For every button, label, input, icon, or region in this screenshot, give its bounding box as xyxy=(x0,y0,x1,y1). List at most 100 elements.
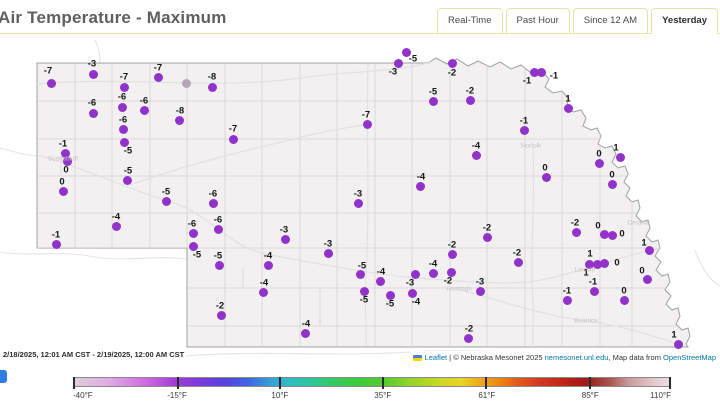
station-dot[interactable] xyxy=(119,137,129,147)
station-dot[interactable] xyxy=(258,287,268,297)
tab-past-hour[interactable]: Past Hour xyxy=(505,8,570,34)
station-dot[interactable] xyxy=(642,274,652,284)
leaflet-flag-icon xyxy=(412,354,422,361)
station-value-label: -5 xyxy=(359,294,369,306)
station-dot[interactable] xyxy=(88,108,98,118)
station-dot[interactable] xyxy=(465,95,475,105)
tab-real-time[interactable]: Real-Time xyxy=(437,8,503,34)
station-dot[interactable] xyxy=(88,69,98,79)
station-dot[interactable] xyxy=(117,102,127,112)
station-dot[interactable] xyxy=(111,221,121,231)
station-dot[interactable] xyxy=(562,295,572,305)
station-dot[interactable] xyxy=(571,227,581,237)
station-dot[interactable] xyxy=(51,239,61,249)
station-dot[interactable] xyxy=(415,181,425,191)
station-dot[interactable] xyxy=(263,260,273,270)
station-dot[interactable] xyxy=(407,288,417,298)
station-dot[interactable] xyxy=(541,172,551,182)
station-dot[interactable] xyxy=(584,259,594,269)
station-dot[interactable] xyxy=(482,232,492,242)
legend-tick-label: 10°F xyxy=(271,391,289,400)
station-dot[interactable] xyxy=(375,276,385,286)
station-dot[interactable] xyxy=(519,125,529,135)
station-dot[interactable] xyxy=(46,78,56,88)
station-dot[interactable] xyxy=(60,148,70,158)
station-dot[interactable] xyxy=(353,198,363,208)
station-value-label: -4 xyxy=(416,171,426,183)
openstreetmap-link[interactable]: OpenStreetMap xyxy=(663,353,716,362)
station-dot[interactable] xyxy=(207,82,217,92)
tab-yesterday[interactable]: Yesterday xyxy=(651,8,718,34)
station-dot[interactable] xyxy=(323,248,333,258)
station-value-label: 1 xyxy=(641,237,647,249)
station-dot[interactable] xyxy=(280,234,290,244)
station-dot[interactable] xyxy=(475,286,485,296)
station-value-label: -8 xyxy=(175,105,185,117)
station-dot[interactable] xyxy=(188,241,198,251)
station-dot[interactable] xyxy=(300,328,310,338)
station-dot[interactable] xyxy=(513,257,523,267)
station-value-label: -2 xyxy=(447,67,457,79)
station-dot[interactable] xyxy=(599,229,609,239)
station-value-label: -3 xyxy=(475,276,485,288)
station-value-label: -2 xyxy=(512,247,522,259)
station-dot[interactable] xyxy=(362,119,372,129)
station-dot[interactable] xyxy=(228,134,238,144)
station-dot[interactable] xyxy=(153,72,163,82)
legend-tick xyxy=(485,377,488,389)
station-value-label: -6 xyxy=(208,188,218,200)
station-dot[interactable] xyxy=(447,249,457,259)
station-dot[interactable] xyxy=(599,258,609,268)
station-dot[interactable] xyxy=(216,310,226,320)
station-dot[interactable] xyxy=(174,115,184,125)
legend-gradient-bar xyxy=(73,377,671,389)
station-dot[interactable] xyxy=(563,103,573,113)
station-dot[interactable] xyxy=(589,286,599,296)
station-dot[interactable] xyxy=(607,230,617,240)
station-dot[interactable] xyxy=(393,58,403,68)
station-dot[interactable] xyxy=(119,82,129,92)
station-dot[interactable] xyxy=(446,267,456,277)
leaflet-link[interactable]: Leaflet xyxy=(424,353,448,362)
station-dot[interactable] xyxy=(410,269,420,279)
station-dot[interactable] xyxy=(428,96,438,106)
station-dot[interactable] xyxy=(447,58,457,68)
station-dot[interactable] xyxy=(401,47,411,57)
station-dot[interactable] xyxy=(139,105,149,115)
station-dot[interactable] xyxy=(615,152,625,162)
station-dot[interactable] xyxy=(208,198,218,208)
station-value-label: -6 xyxy=(118,114,128,126)
station-dot[interactable] xyxy=(359,286,369,296)
station-dot[interactable] xyxy=(619,295,629,305)
station-dot[interactable] xyxy=(673,339,683,349)
station-dot[interactable] xyxy=(594,158,604,168)
station-value-label: -4 xyxy=(263,250,273,262)
station-value-label: -1 xyxy=(519,115,529,127)
station-dot[interactable] xyxy=(62,156,72,166)
station-dot[interactable] xyxy=(118,124,128,134)
station-dot[interactable] xyxy=(355,269,365,279)
header-divider xyxy=(0,33,720,34)
station-dot[interactable] xyxy=(463,333,473,343)
station-dot[interactable] xyxy=(592,259,602,269)
legend-tick-label: 35°F xyxy=(374,391,392,400)
station-dot[interactable] xyxy=(188,228,198,238)
station-dot[interactable] xyxy=(181,78,191,88)
station-dot[interactable] xyxy=(529,67,539,77)
station-value-label: 1 xyxy=(671,329,677,341)
station-dot[interactable] xyxy=(428,268,438,278)
station-dot[interactable] xyxy=(607,179,617,189)
station-dot[interactable] xyxy=(122,175,132,185)
tab-since-12am[interactable]: Since 12 AM xyxy=(572,8,649,34)
station-dot[interactable] xyxy=(536,67,546,77)
station-dot[interactable] xyxy=(214,260,224,270)
station-dot[interactable] xyxy=(161,196,171,206)
station-dot[interactable] xyxy=(58,186,68,196)
station-dot[interactable] xyxy=(385,290,395,300)
legend-partial-control[interactable] xyxy=(0,370,7,383)
station-dot[interactable] xyxy=(644,245,654,255)
timestamp: 2/18/2025, 12:01 AM CST - 2/19/2025, 12:… xyxy=(3,350,185,359)
station-dot[interactable] xyxy=(471,150,481,160)
mesonet-link[interactable]: nemesonet.unl.edu xyxy=(544,353,609,362)
station-dot[interactable] xyxy=(213,224,223,234)
